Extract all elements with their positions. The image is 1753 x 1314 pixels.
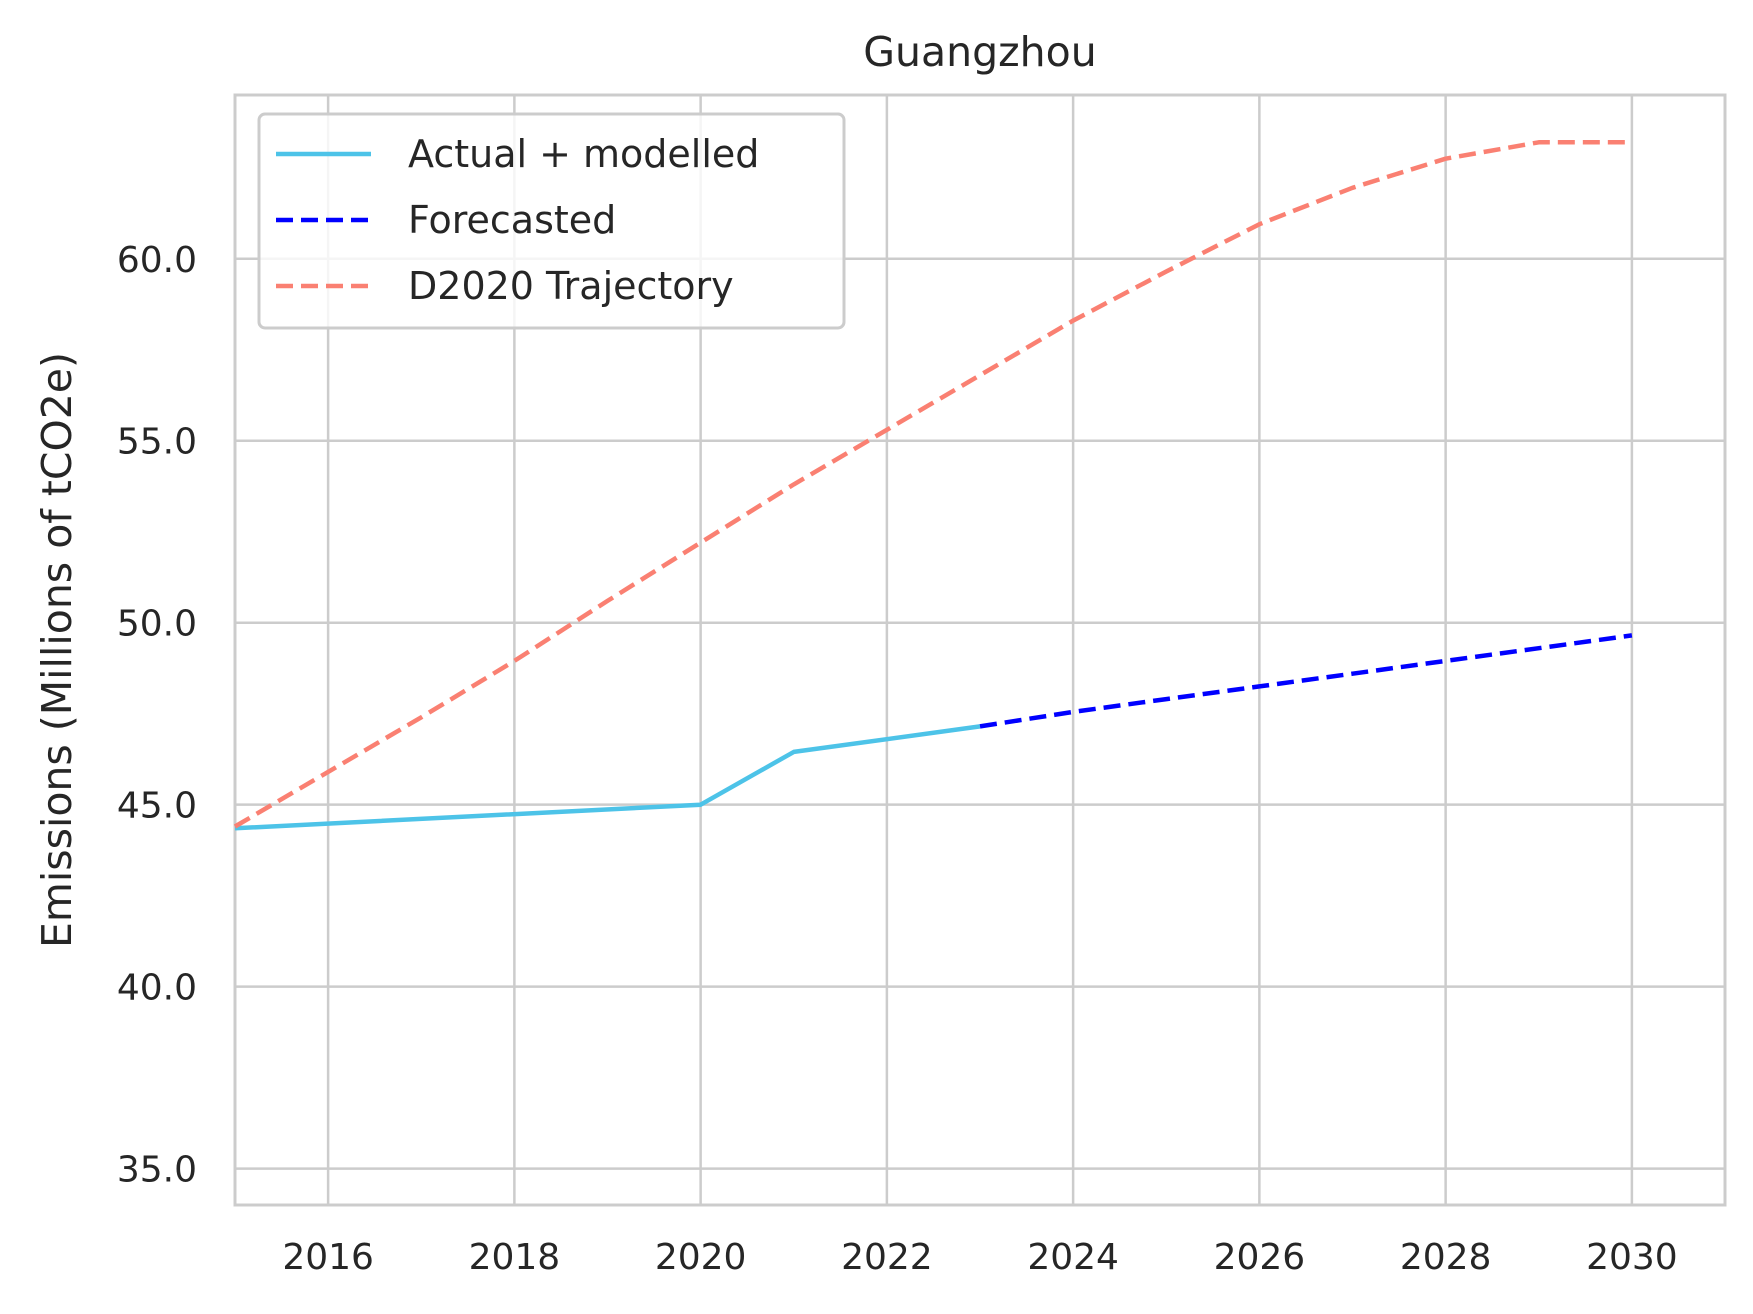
legend-box: [257, 112, 846, 330]
y-tick-label: 40.0: [117, 968, 197, 1009]
y-tick-label: 60.0: [117, 240, 197, 281]
x-tick-label: 2026: [1214, 1237, 1306, 1278]
x-tick-label: 2016: [282, 1237, 374, 1278]
chart-title: Guangzhou: [863, 28, 1096, 76]
plot-frame: [233, 93, 1727, 1207]
x-tick-label: 2020: [655, 1237, 747, 1278]
y-tick-label: 35.0: [117, 1150, 197, 1191]
legend-label-d2020-trajectory: D2020 Trajectory: [408, 264, 734, 308]
x-tick-label: 2024: [1027, 1237, 1119, 1278]
series-line-actual-modelled: [234, 724, 981, 831]
series-layer: [233, 140, 1633, 831]
legend: Actual + modelled Forecasted D2020 Traject…: [257, 112, 846, 330]
x-tick-label: 2022: [841, 1237, 933, 1278]
legend-label-forecasted: Forecasted: [408, 198, 616, 242]
y-axis-label: Emissions (Millions of tCO2e): [33, 352, 81, 948]
x-axis-ticks: 2016 2018 2020 2022 2024 2026 2028 2030: [282, 1237, 1677, 1278]
y-tick-label: 55.0: [117, 422, 197, 463]
y-tick-label: 45.0: [117, 786, 197, 827]
series-line-d2020-trajectory: [233, 140, 1632, 829]
series-line-forecasted: [979, 633, 1633, 729]
legend-label-actual-modelled: Actual + modelled: [408, 132, 759, 176]
y-tick-label: 50.0: [117, 604, 197, 645]
x-tick-label: 2018: [469, 1237, 561, 1278]
grid: [235, 95, 1725, 1205]
y-axis-ticks: 35.0 40.0 45.0 50.0 55.0 60.0: [117, 240, 197, 1191]
x-tick-label: 2028: [1400, 1237, 1492, 1278]
legend-items: Actual + modelled Forecasted D2020 Traject…: [276, 132, 759, 308]
x-tick-label: 2030: [1586, 1237, 1678, 1278]
